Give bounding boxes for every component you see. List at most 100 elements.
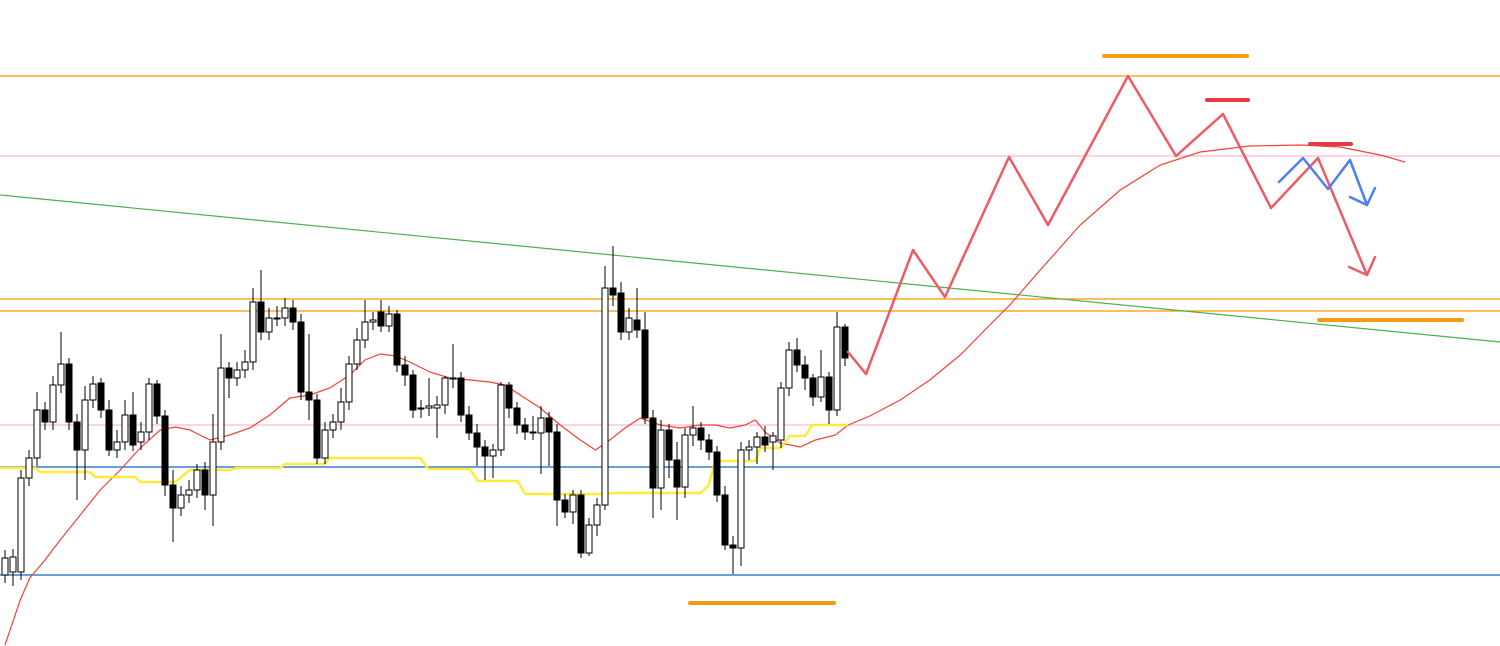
candle-body [753,436,761,448]
candle-body [713,451,721,496]
candle-body [841,326,849,359]
candle-body [289,307,297,323]
candle-body [249,301,257,363]
candle-body [105,409,113,451]
candle-body [777,387,785,441]
candle-body [449,377,457,380]
candle-body [1,557,9,576]
candle-body [617,292,625,333]
candle-body [609,287,617,296]
candle-body [113,441,121,451]
candle-body [537,417,545,434]
candle-body [569,494,577,513]
candle-body [425,405,433,409]
candle-body [545,417,553,433]
candle-body [665,429,673,461]
candle-body [369,319,377,323]
candle-body [441,377,449,406]
candle-body [329,421,337,431]
candle-body [257,301,265,333]
candle-body [385,313,393,327]
candle-body [801,364,809,379]
candle-body [145,383,153,433]
candle-body [457,377,465,416]
candle-body [785,349,793,389]
candle-body [697,427,705,441]
candle-body [433,404,441,409]
candle-body [833,326,841,411]
candle-body [161,415,169,486]
candle-body [705,439,713,453]
candle-body [137,431,145,443]
candle-body [657,429,665,489]
candle-body [521,424,529,433]
indicator-line [0,423,849,496]
candle-body [321,429,329,459]
candle-body [529,431,537,434]
candle-body [633,319,641,331]
candle-body [41,409,49,423]
candle-body [737,449,745,549]
candle-body [73,421,81,451]
candle-body [17,477,25,573]
candle-body [9,556,17,573]
candle-body [769,435,777,443]
candles [1,246,849,586]
candle-body [353,339,361,365]
candle-body [641,329,649,419]
candle-body [601,287,609,506]
candle-body [593,504,601,526]
candle-body [625,317,633,333]
candle-body [233,369,241,379]
candle-body [721,494,729,546]
candle-body [361,321,369,341]
candle-body [673,459,681,488]
candle-body [177,494,185,509]
candle-body [337,401,345,423]
candle-body [809,377,817,398]
candle-body [49,384,57,423]
candle-body [129,414,137,446]
candle-body [689,427,697,436]
levels [0,75,1500,576]
candle-body [169,484,177,509]
candle-body [649,417,657,489]
candle-body [297,321,305,393]
candle-body [409,374,417,411]
candle-body [553,431,561,501]
candle-body [729,544,737,549]
candle-body [561,499,569,513]
candle-body [393,313,401,366]
candle-body [193,469,201,491]
candle-body [473,432,481,448]
candle-body [481,446,489,457]
candle-body [313,399,321,459]
candle-body [681,434,689,488]
candle-body [209,441,217,496]
candle-body [121,414,129,443]
candle-body [793,349,801,366]
trend-line [0,194,1500,343]
candle-body [273,317,281,320]
candle-body [201,469,209,496]
candle-body [65,363,73,423]
candle-body [401,364,409,376]
candle-body [33,409,41,459]
candle-body [265,317,273,333]
candle-body [465,414,473,434]
candle-body [241,361,249,371]
candle-body [577,494,585,554]
candle-body [185,489,193,496]
candle-body [97,382,105,411]
candle-body [513,407,521,426]
candle-body [57,363,65,386]
candle-body [585,524,593,554]
sub-wave-path [1277,156,1369,207]
projection-arrowhead [1347,255,1377,277]
candle-body [81,399,89,451]
candle-body [225,367,233,379]
candle-body [345,363,353,403]
candle-body [89,383,97,401]
candle-body [497,384,505,451]
